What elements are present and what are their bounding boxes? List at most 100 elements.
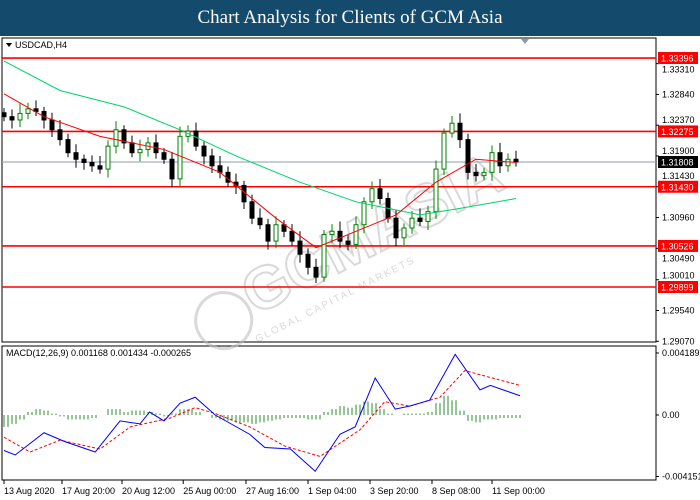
moving-average-slow xyxy=(3,60,517,216)
y-tick-label: 1.33310 xyxy=(662,65,695,75)
x-tick-label: 3 Sep 20:00 xyxy=(370,486,419,496)
candle-body xyxy=(361,201,367,226)
candle-body xyxy=(497,152,503,167)
y-tick-label: 1.30960 xyxy=(662,213,695,223)
x-tick-label: 17 Aug 20:00 xyxy=(62,486,115,496)
macd-y-tick-label: -0.004151 xyxy=(662,471,700,481)
candle-body xyxy=(89,162,95,167)
candle-body xyxy=(305,253,311,268)
level-badge-label: 1.33396 xyxy=(661,54,694,64)
page-title: Chart Analysis for Clients of GCM Asia xyxy=(0,0,700,36)
candle-body xyxy=(393,217,399,239)
candle-body xyxy=(129,142,135,154)
candle-body xyxy=(505,158,511,167)
x-tick-label: 27 Aug 16:00 xyxy=(246,486,299,496)
level-badge xyxy=(658,239,698,252)
chart-shift-marker[interactable] xyxy=(521,39,529,44)
x-tick-label: 25 Aug 00:00 xyxy=(183,486,236,496)
x-tick-label: 20 Aug 12:00 xyxy=(122,486,175,496)
level-badge xyxy=(658,180,698,193)
candle-body xyxy=(489,152,495,173)
candle-body xyxy=(201,145,207,157)
candle-body xyxy=(401,227,407,239)
x-tick-label: 8 Sep 08:00 xyxy=(432,486,481,496)
level-badge-label: 1.30526 xyxy=(661,241,694,251)
candle-body xyxy=(433,168,439,213)
candle-body xyxy=(81,158,87,164)
candle-body xyxy=(17,112,23,121)
x-tick-label: 1 Sep 04:00 xyxy=(308,486,357,496)
candle-body xyxy=(273,224,279,242)
candle-body xyxy=(97,165,103,170)
candle-body xyxy=(257,217,263,226)
candle-body xyxy=(169,158,175,180)
candle-body xyxy=(9,116,15,121)
candle-body xyxy=(1,112,7,118)
candle-body xyxy=(73,152,79,160)
x-tick-label: 11 Sep 00:00 xyxy=(492,486,545,496)
level-badge xyxy=(658,281,698,293)
candle-body xyxy=(313,266,319,278)
macd-label: MACD(12,26,9) 0.001168 0.001434 -0.00026… xyxy=(6,348,191,358)
level-badge xyxy=(658,125,698,138)
y-tick-label: 1.29540 xyxy=(662,306,695,316)
candle-body xyxy=(465,139,471,173)
candle-body xyxy=(137,148,143,154)
candle-body xyxy=(113,129,119,147)
candle-body xyxy=(441,132,447,170)
candle-body xyxy=(329,230,335,236)
y-tick-label: 1.31430 xyxy=(662,171,695,181)
candle-body xyxy=(193,130,199,147)
macd-y-tick-label: 0.004189 xyxy=(662,348,700,358)
y-tick-label: 1.32370 xyxy=(662,115,695,125)
macd-panel-frame xyxy=(1,345,657,481)
candle-body xyxy=(121,129,127,144)
y-tick-label: 1.30010 xyxy=(662,271,695,281)
candle-body xyxy=(457,122,463,141)
current-price-badge xyxy=(658,155,698,168)
candle-body xyxy=(49,119,55,131)
candle-body xyxy=(377,188,383,200)
y-tick-label: 1.30490 xyxy=(662,253,695,263)
x-tick-label: 13 Aug 2020 xyxy=(4,486,55,496)
symbol-dropdown-icon[interactable] xyxy=(6,43,12,47)
level-badge-label: 1.32275 xyxy=(661,127,694,137)
candle-body xyxy=(265,224,271,242)
level-badge-label: 1.31430 xyxy=(661,182,694,192)
candle-body xyxy=(25,108,31,114)
symbol-label: USDCAD,H4 xyxy=(15,40,67,50)
candle-body xyxy=(289,230,295,242)
candle-body xyxy=(473,171,479,177)
candle-body xyxy=(425,211,431,222)
y-tick-label: 1.32840 xyxy=(662,89,695,99)
candle-body xyxy=(177,135,183,180)
candle-body xyxy=(249,201,255,219)
candle-body xyxy=(209,155,215,167)
candle-body xyxy=(321,234,327,278)
y-tick-label: 1.29070 xyxy=(662,336,695,346)
candle-body xyxy=(481,171,487,177)
candle-body xyxy=(161,152,167,160)
macd-main-line xyxy=(3,353,521,472)
watermark-globe-icon xyxy=(194,291,254,351)
chart-area: GCMASIA GLOBAL CAPITAL MARKETS 1.333101.… xyxy=(1,37,700,496)
level-badge-label: 1.29899 xyxy=(661,283,694,293)
candle-body xyxy=(57,129,63,141)
candle-body xyxy=(105,145,111,170)
macd-y-tick-label: 0.00 xyxy=(662,410,680,420)
candle-body xyxy=(369,188,375,203)
candle-body xyxy=(417,217,423,222)
macd-signal-line xyxy=(3,370,521,457)
candle-body xyxy=(345,240,351,245)
candle-body xyxy=(449,122,455,134)
moving-average-fast xyxy=(3,93,517,249)
candle-body xyxy=(337,230,343,242)
current-price-label: 1.31808 xyxy=(661,157,694,167)
candle-body xyxy=(297,240,303,255)
candle-body xyxy=(281,224,287,232)
candle-body xyxy=(65,139,71,154)
candle-body xyxy=(33,108,39,112)
candle-body xyxy=(353,224,359,245)
price-panel-frame xyxy=(1,37,657,343)
y-tick-label: 1.31900 xyxy=(662,146,695,156)
